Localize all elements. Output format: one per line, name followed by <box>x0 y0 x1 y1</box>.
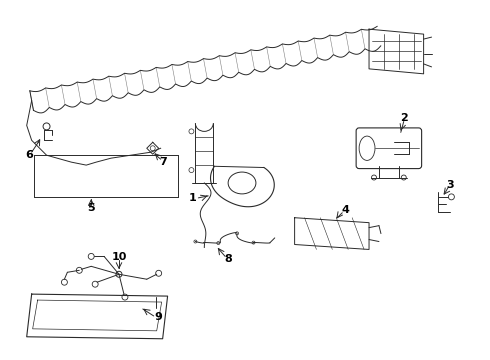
Text: 1: 1 <box>189 193 196 203</box>
Text: 4: 4 <box>341 205 349 215</box>
Text: 2: 2 <box>400 113 408 123</box>
Text: 3: 3 <box>446 180 454 190</box>
Text: 5: 5 <box>87 203 95 213</box>
Text: 9: 9 <box>155 312 163 322</box>
Text: 8: 8 <box>224 255 232 264</box>
Text: 10: 10 <box>111 252 127 262</box>
Text: 6: 6 <box>26 150 34 160</box>
Text: 7: 7 <box>159 157 167 167</box>
